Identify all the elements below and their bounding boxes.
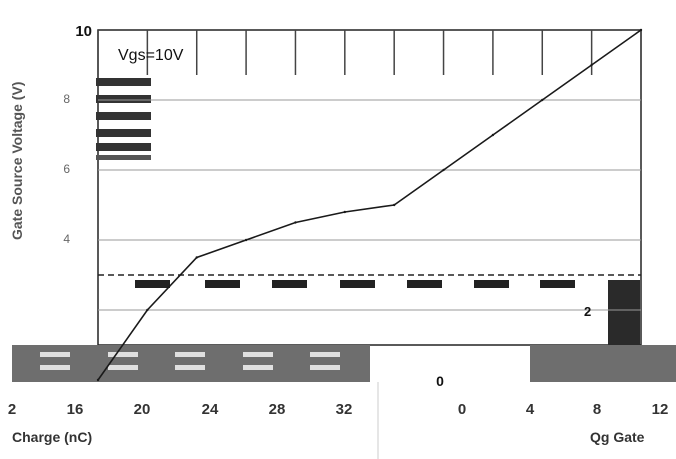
- series-point: [96, 378, 100, 382]
- series-point: [541, 98, 544, 102]
- xtick-right-2: 8: [593, 401, 601, 418]
- ytick-label-8: 8: [63, 92, 70, 106]
- xtick-left-3: 24: [202, 401, 219, 418]
- ytick-label-4: 4: [63, 232, 70, 246]
- xtick-left-2: 20: [134, 401, 151, 418]
- series-point: [392, 203, 396, 207]
- series-point: [244, 238, 248, 242]
- x-axis-label-left: Charge (nC): [12, 429, 92, 445]
- xtick-right-1: 4: [526, 401, 535, 418]
- series-line-0: [97, 29, 642, 381]
- xtick-left-0: 2: [8, 401, 16, 418]
- series-point: [590, 63, 593, 67]
- ytick-label-6: 6: [63, 162, 70, 176]
- series-point: [491, 133, 495, 137]
- xtick-right-0: 0: [458, 401, 466, 418]
- xtick-right-3: 12: [652, 401, 669, 418]
- legend-glitch-block: [96, 78, 151, 160]
- ytick-label-2: 2: [584, 304, 591, 319]
- tick-blocks-row: [135, 280, 640, 345]
- xtick-left-4: 28: [269, 401, 286, 418]
- series-point: [639, 28, 643, 32]
- series-point: [294, 221, 297, 224]
- y-axis-label: Gate Source Voltage (V): [9, 82, 25, 240]
- series-layer: [96, 28, 643, 382]
- x-axis-label-right: Qg Gate: [590, 429, 645, 445]
- ytick-label-0: 0: [436, 373, 444, 389]
- series-point: [343, 210, 347, 214]
- lower-band: [12, 345, 676, 382]
- series-point: [442, 168, 445, 172]
- ytick-label-10: 10: [75, 23, 92, 40]
- grid-layer: [97, 30, 642, 311]
- xtick-left-5: 32: [336, 401, 353, 418]
- series-point: [146, 308, 149, 312]
- series-point: [195, 256, 198, 259]
- xtick-left-1: 16: [67, 401, 84, 418]
- vgs-annotation: Vgs=10V: [118, 47, 184, 64]
